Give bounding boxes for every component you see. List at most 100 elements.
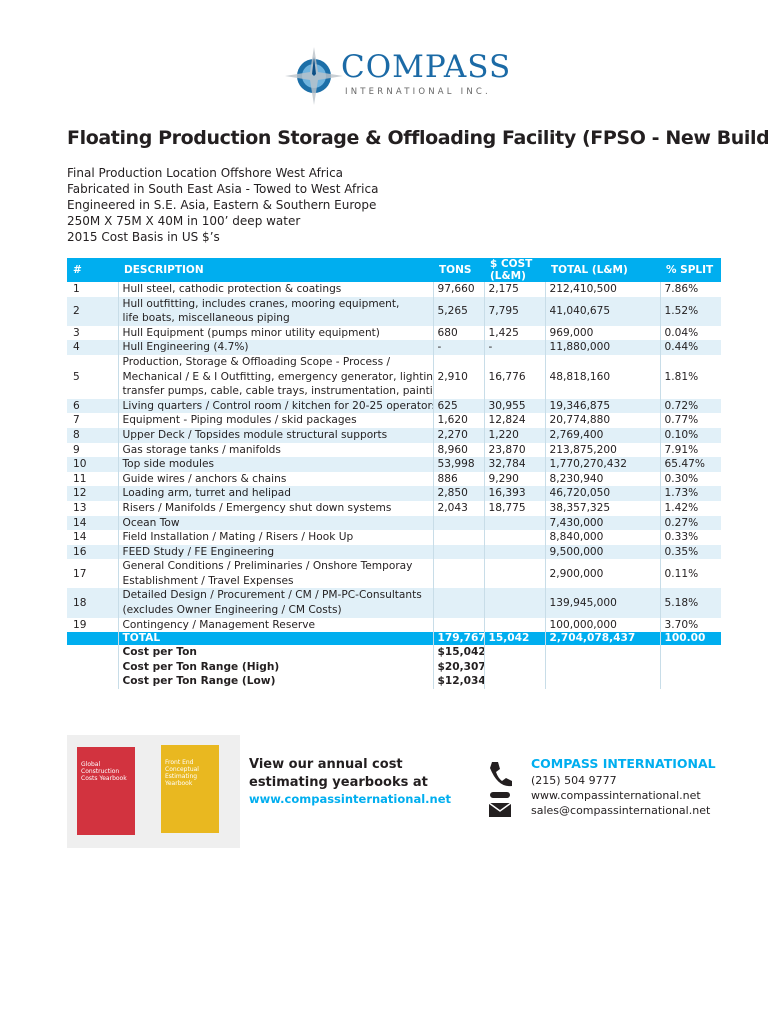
cell <box>544 659 660 675</box>
table-row: 11 Guide wires / anchors & chains 886 9,290… <box>67 471 721 487</box>
cell-description: General Conditions / Preliminaries / Ons… <box>117 559 433 589</box>
cell-tons <box>432 617 484 633</box>
cell-tons: 2,270 <box>432 427 484 443</box>
cell-cost: 7,795 <box>483 296 545 326</box>
cell-no: 18 <box>67 588 118 618</box>
description-line: Risers / Manifolds / Emergency shut down… <box>122 501 392 514</box>
cell-tons: 2,043 <box>432 500 484 516</box>
cost-table: # DESCRIPTION TONS $ COST (L&M) TOTAL (L&M)%… <box>67 258 721 690</box>
cell-split: 0.44% <box>659 340 721 355</box>
cell-no: 14 <box>67 515 118 531</box>
cell-split: 0.27% <box>659 515 721 531</box>
description-line: Guide wires / anchors & chains <box>122 472 287 485</box>
cell-tons: 53,998 <box>432 457 484 472</box>
table-row: 1 Hull steel, cathodic protection & coati… <box>67 282 721 297</box>
cell-total: 41,040,675 <box>544 296 660 326</box>
description-line: Living quarters / Control room / kitchen… <box>122 399 434 412</box>
promo-url: www.compassinternational.net <box>249 792 452 806</box>
cell-total: 969,000 <box>544 325 660 341</box>
cell-split: 1.81% <box>659 354 721 399</box>
table-row: 14 Field Installation / Mating / Risers /… <box>67 530 721 545</box>
detail-line: 250M X 75M X 40M in 100’ deep water <box>67 214 301 228</box>
cell-split: 0.11% <box>659 559 721 589</box>
book-title-line: Estimating <box>165 773 198 780</box>
description-line: Production, Storage & Offloading Scope -… <box>122 355 391 368</box>
total-label: TOTAL <box>117 632 433 646</box>
table-row: 18 Detailed Design / Procurement / CM / P… <box>67 588 721 618</box>
cell-split: 0.30% <box>659 471 721 487</box>
cell-split: 1.52% <box>659 296 721 326</box>
cell-cost: 12,824 <box>483 413 545 428</box>
cell-split: 65.47% <box>659 457 721 472</box>
cell-total: 46,720,050 <box>544 486 660 501</box>
cell-split: 3.70% <box>659 617 721 633</box>
cell-cost: 32,784 <box>483 457 545 472</box>
cell <box>659 645 721 660</box>
cell-tons <box>432 515 484 531</box>
cell-tons <box>432 544 484 560</box>
description-line: FEED Study / FE Engineering <box>122 545 275 558</box>
cell-description: Hull steel, cathodic protection & coatin… <box>117 282 433 297</box>
table-row: 16 FEED Study / FE Engineering 9,500,000 0.… <box>67 544 721 560</box>
logo: COMPASS INTERNATIONAL INC. <box>283 45 523 107</box>
cell-no: 5 <box>73 370 80 383</box>
cell-tons <box>432 559 484 589</box>
details: Final Production Location Offshore West … <box>67 165 378 245</box>
cell-no: 12 <box>67 486 118 501</box>
cell-no <box>67 632 118 646</box>
description-line: (excludes Owner Engineering / CM Costs) <box>122 604 342 617</box>
table-row: 5 Production, Storage & Offloading Scope … <box>67 354 721 399</box>
header-cell: DESCRIPTION <box>118 258 433 282</box>
cell-tons: 5,265 <box>432 296 484 326</box>
table-row: 12 Loading arm, turret and helipad 2,850 16… <box>67 486 721 501</box>
header-cell: # <box>67 258 118 282</box>
cell-cost <box>483 559 545 589</box>
cell-description: Hull Equipment (pumps minor utility equi… <box>117 325 433 341</box>
total-row: TOTAL 179,767 15,042 2,704,078,437 100.00 <box>67 632 721 646</box>
cell-no: 4 <box>67 340 118 355</box>
description-line: Mechanical / E & I Outfitting, emergency… <box>122 370 434 383</box>
table-row: 7 Equipment - Piping modules / skid packa… <box>67 413 721 428</box>
description-line: Hull Engineering (4.7%) <box>122 341 249 354</box>
cell <box>659 659 721 675</box>
cell-description: Gas storage tanks / manifolds <box>117 442 433 458</box>
cell-split: 0.72% <box>659 398 721 414</box>
cell-total: 8,230,940 <box>544 471 660 487</box>
description-line: General Conditions / Preliminaries / Ons… <box>122 560 413 573</box>
detail-line: Final Production Location Offshore West … <box>67 166 344 180</box>
cell-cost: 9,290 <box>483 471 545 487</box>
description-line: Equipment - Piping modules / skid packag… <box>122 414 357 427</box>
cell-cost <box>483 588 545 618</box>
cell-split: 1.73% <box>659 486 721 501</box>
cell-no: 9 <box>73 443 80 456</box>
total-tons: 179,767 <box>432 632 484 646</box>
cell-no <box>67 660 118 675</box>
cell-cost: - <box>483 340 545 355</box>
detail-line: Engineered in S.E. Asia, Eastern & South… <box>67 198 377 212</box>
cost-value: $15,042 <box>432 645 484 660</box>
cell-description: Living quarters / Control room / kitchen… <box>117 398 434 414</box>
cell-description: FEED Study / FE Engineering <box>117 544 433 560</box>
header-cell: TOTAL (L&M) <box>545 258 660 282</box>
total-cost: 15,042 <box>483 632 545 646</box>
cell-total: 11,880,000 <box>544 340 660 355</box>
table-row: 19 Contingency / Management Reserve 100,00… <box>67 617 721 633</box>
book-title-line: Conceptual <box>165 766 199 773</box>
book-title-line: Costs Yearbook <box>81 775 127 782</box>
table-row: 9 Gas storage tanks / manifolds 8,960 23,87… <box>67 442 721 458</box>
promo-line: View our annual cost <box>249 757 403 772</box>
cell-total: 7,430,000 <box>544 515 660 531</box>
logo-icon <box>285 47 343 105</box>
cell-split: 0.35% <box>659 544 721 560</box>
table-row: 8 Upper Deck / Topsides module structural… <box>67 427 721 443</box>
description-line: Gas storage tanks / manifolds <box>122 443 281 456</box>
description-line: Hull outfitting, includes cranes, moorin… <box>122 297 400 310</box>
cell-split: 7.91% <box>659 442 721 458</box>
table-row: 4 Hull Engineering (4.7%) - -11,880,000 0.44… <box>67 340 721 355</box>
cell-total: 139,945,000 <box>544 588 660 618</box>
cell-total: 2,900,000 <box>544 559 660 589</box>
header-cell: TONS <box>433 258 484 282</box>
cell-total: 212,410,500 <box>544 282 660 297</box>
cell-tons: 886 <box>432 471 484 487</box>
